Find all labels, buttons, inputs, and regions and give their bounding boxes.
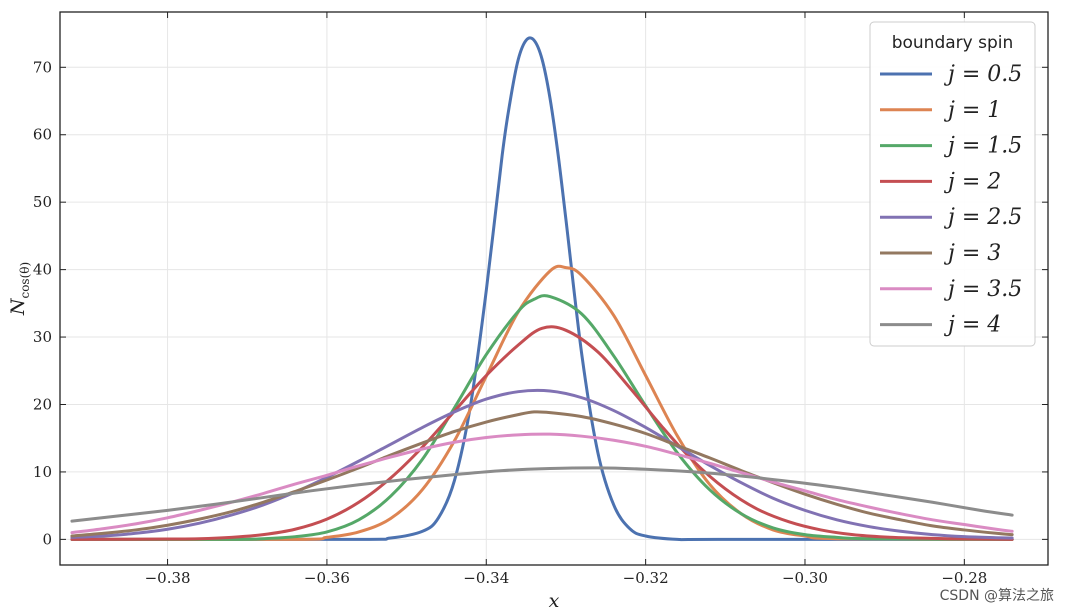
x-tick-label: −0.34 — [463, 569, 509, 587]
x-tick-label: −0.38 — [145, 569, 191, 587]
y-tick-label: 70 — [33, 58, 52, 76]
plot-frame — [59, 11, 1049, 566]
series-line-6 — [70, 410, 1014, 538]
legend-label-4: j = 2 — [943, 169, 1001, 194]
y-tick-label: 10 — [33, 463, 52, 481]
y-tick-label: 20 — [33, 395, 52, 413]
x-axis-label: x — [549, 590, 560, 612]
series-line-2 — [70, 264, 1014, 542]
legend-label-6: j = 3 — [943, 241, 1001, 266]
legend-label-7: j = 3.5 — [943, 277, 1022, 302]
series-line-5 — [70, 388, 1014, 540]
watermark: CSDN @算法之旅 — [940, 588, 1054, 604]
y-tick-label: 40 — [33, 261, 52, 279]
y-tick-label: 50 — [33, 193, 52, 211]
x-tick-label: −0.28 — [941, 569, 987, 587]
legend-label-1: j = 0.5 — [943, 62, 1022, 87]
y-tick-label: 30 — [33, 328, 52, 346]
y-tick-label: 0 — [42, 530, 52, 548]
series-line-7 — [70, 432, 1014, 535]
series-line-8 — [70, 466, 1014, 523]
y-axis-label: Ncos(θ) — [7, 262, 32, 316]
legend-items: j = 0.5 j = 1 j = 1.5 j = 2 j = 2.5 j = 3 j = … — [880, 62, 1022, 338]
series-line-4 — [70, 325, 1014, 541]
x-tick-label: −0.36 — [304, 569, 350, 587]
x-tick-label: −0.32 — [623, 569, 669, 587]
y-tick-label: 60 — [33, 126, 52, 144]
legend-label-2: j = 1 — [943, 98, 1001, 123]
series-group — [70, 36, 1014, 542]
legend: boundary spin j = 0.5j = 1j = 1.5j = 2j … — [869, 21, 1036, 347]
legend-label-8: j = 4 — [943, 313, 1001, 338]
ticks: −0.38 −0.36 −0.34 −0.32 −0.30 −0.28 0 10 20 30 40 5… — [33, 12, 1048, 587]
series-line-1 — [70, 36, 1014, 542]
legend-box — [869, 21, 1036, 347]
series-line-3 — [70, 294, 1014, 541]
legend-label-5: j = 2.5 — [943, 205, 1022, 230]
x-tick-label: −0.30 — [782, 569, 828, 587]
legend-title: boundary spin — [892, 33, 1014, 53]
legend-label-3: j = 1.5 — [943, 134, 1022, 159]
